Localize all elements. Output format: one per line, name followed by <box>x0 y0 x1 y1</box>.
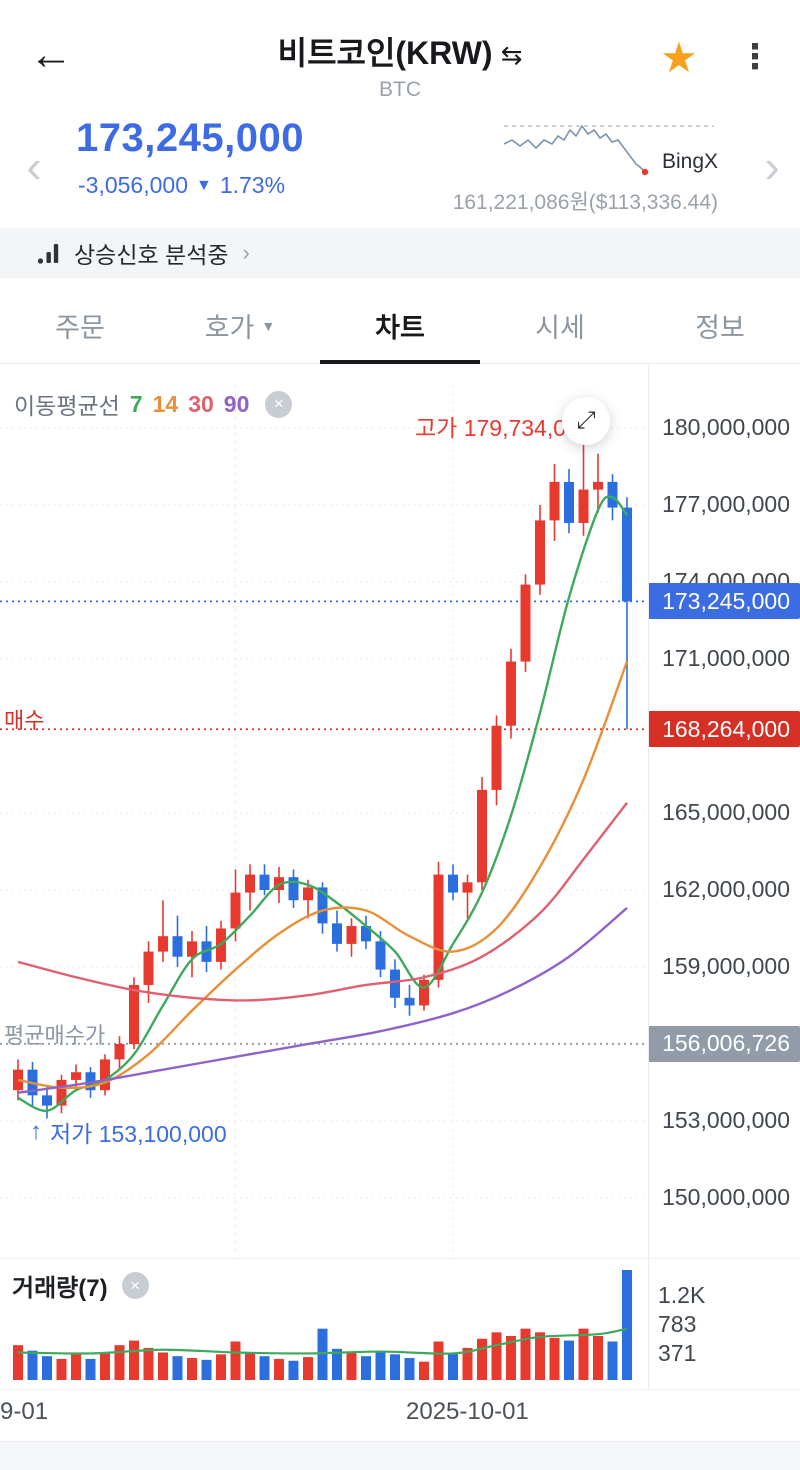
back-arrow-icon: ← <box>29 30 73 79</box>
ma-legend: 이동평균선 7 14 30 90 × <box>14 387 293 421</box>
volume-close-button[interactable]: × <box>121 1272 149 1299</box>
signal-banner-text: 상승신호 분석중 <box>74 242 229 268</box>
expand-chart-button[interactable]: ⤢ <box>562 397 610 445</box>
ma-period-7: 7 <box>129 390 143 417</box>
next-coin-button[interactable]: › <box>752 138 792 194</box>
down-arrow-icon: ▼ <box>195 176 212 194</box>
ma-period-90: 90 <box>223 390 250 417</box>
exchange-price: 161,221,086원($113,336.44) <box>452 191 718 214</box>
xaxis-label-sep: 9-01 <box>0 1398 49 1425</box>
chart-volume-divider <box>0 1258 800 1259</box>
ma-legend-title: 이동평균선 <box>14 393 120 419</box>
avg-line-label: 평균매수가 <box>4 1022 106 1048</box>
current-price: 173,245,000 <box>76 116 304 160</box>
chevron-down-icon: ▼ <box>261 317 276 334</box>
tab-market[interactable]: 시세 <box>535 313 585 343</box>
legend-close-button[interactable]: × <box>265 390 293 418</box>
buy-price-badge: 168,264,000 <box>648 711 800 748</box>
page-title: 비트코인(KRW) ⇆ <box>277 35 523 71</box>
more-menu-button[interactable]: ⋮ <box>730 32 780 82</box>
kebab-icon: ⋮ <box>738 38 772 76</box>
price-change: -3,056,000 <box>78 172 188 198</box>
y-axis-label: 171,000,000 <box>662 645 790 671</box>
chevron-left-icon: ‹ <box>26 140 42 192</box>
current-price-badge: 173,245,000 <box>648 583 800 620</box>
y-axis-label: 165,000,000 <box>662 799 790 825</box>
tab-chart[interactable]: 차트 <box>375 313 425 343</box>
xaxis-label-oct: 2025-10-01 <box>406 1398 529 1425</box>
favorite-button[interactable]: ★ <box>652 30 706 84</box>
volume-title: 거래량(7) <box>12 1275 108 1302</box>
signal-banner[interactable]: 상승신호 분석중 › <box>0 228 800 278</box>
y-axis-label: 180,000,000 <box>662 414 790 440</box>
avg-price-badge: 156,006,726 <box>648 1025 800 1062</box>
expand-icon: ⤢ <box>576 407 596 434</box>
axis-separator <box>648 365 649 1390</box>
chevron-right-icon: › <box>764 140 780 192</box>
price-change-pct: 1.73% <box>219 172 286 198</box>
up-arrow-icon: ↑ <box>30 1118 42 1145</box>
signal-bars-icon <box>37 244 59 264</box>
y-axis-label: 177,000,000 <box>662 491 790 517</box>
buy-line-label: 매수 <box>4 708 45 734</box>
ticker-symbol: BTC <box>379 78 421 101</box>
swap-pair-icon[interactable]: ⇆ <box>500 40 523 70</box>
volume-header: 거래량(7) × <box>12 1268 149 1303</box>
close-icon: × <box>273 394 284 413</box>
price-change-row: -3,056,000 ▼ 1.73% <box>78 172 285 199</box>
prev-coin-button[interactable]: ‹ <box>14 138 54 194</box>
volume-section: 거래량(7) × 1.2K 783 371 <box>0 1258 800 1390</box>
volume-chart[interactable] <box>0 1264 648 1386</box>
back-button[interactable]: ← <box>22 26 80 84</box>
star-icon: ★ <box>660 33 698 81</box>
next-section-edge <box>0 1441 800 1470</box>
active-tab-underline <box>320 360 480 364</box>
volume-xaxis-divider <box>0 1389 800 1390</box>
ma-period-14: 14 <box>152 390 179 417</box>
candlestick-chart-section: 이동평균선 7 14 30 90 × 고가 179,734,000 ⤢ ↑ 저가… <box>0 365 800 1258</box>
volume-ylabel-mid: 783 <box>658 1311 697 1337</box>
volume-ylabel-min: 371 <box>658 1340 697 1366</box>
y-axis-label: 159,000,000 <box>662 953 790 979</box>
exchange-name: BingX <box>662 150 719 173</box>
y-axis-label: 153,000,000 <box>662 1107 790 1133</box>
candlestick-chart[interactable] <box>0 365 648 1258</box>
tab-info[interactable]: 정보 <box>695 313 745 343</box>
tab-bar: 주문 호가 ▼ 차트 시세 정보 <box>0 288 800 364</box>
y-axis-label: 150,000,000 <box>662 1184 790 1210</box>
close-icon: × <box>130 1275 141 1295</box>
exchange-sparkline <box>503 124 714 176</box>
y-axis-label: 162,000,000 <box>662 876 790 902</box>
ma-period-30: 30 <box>188 390 214 417</box>
chevron-right-icon: › <box>242 240 250 265</box>
low-price-annotation: ↑ 저가 153,100,000 <box>30 1118 227 1147</box>
volume-ylabel-max: 1.2K <box>658 1282 706 1308</box>
tab-order[interactable]: 주문 <box>55 313 105 343</box>
tab-orderbook[interactable]: 호가 ▼ <box>204 313 276 343</box>
